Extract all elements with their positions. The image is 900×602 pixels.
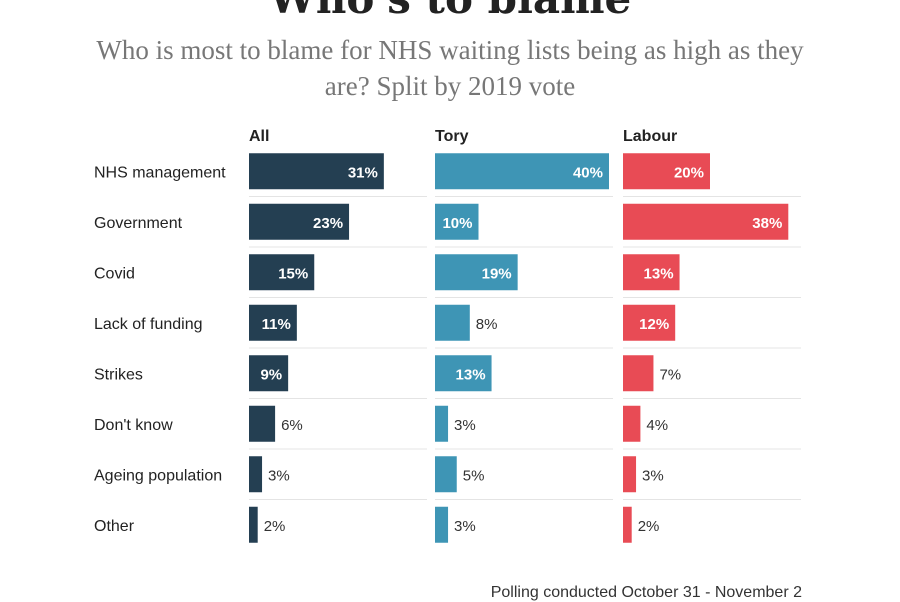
bar-tory — [435, 506, 449, 543]
bar-all — [249, 506, 258, 543]
category-label: Don't know — [94, 417, 173, 434]
data-label: 15% — [278, 265, 308, 282]
footnote: Polling conducted October 31 - November … — [490, 584, 802, 601]
bar-tory — [435, 355, 492, 392]
category-label: Covid — [94, 265, 135, 282]
data-label: 4% — [646, 417, 668, 434]
data-label: 3% — [642, 467, 664, 484]
chart-subtitle: Who is most to blame for NHS waiting lis… — [96, 35, 804, 101]
category-label: Strikes — [94, 366, 143, 383]
data-label: 13% — [456, 366, 486, 383]
category-label: Lack of funding — [94, 316, 203, 333]
bar-all — [249, 203, 350, 240]
data-label: 2% — [638, 518, 660, 535]
data-label: 5% — [463, 467, 485, 484]
category-label: Government — [94, 215, 183, 232]
data-label: 3% — [454, 518, 476, 535]
bar-labour — [623, 254, 680, 291]
data-label: 3% — [268, 467, 290, 484]
bar-chart: All Tory Labour NHS management 31% 40% 20% Gove… — [94, 128, 801, 543]
data-label: 3% — [454, 417, 476, 434]
data-label: 31% — [348, 164, 378, 181]
bar-all — [249, 304, 297, 341]
bar-all — [249, 153, 384, 190]
bar-tory — [435, 405, 449, 442]
data-label: 40% — [573, 164, 603, 181]
data-label: 10% — [442, 215, 472, 232]
bar-tory — [435, 203, 479, 240]
series-header-all: All — [249, 128, 269, 145]
data-label: 20% — [674, 164, 704, 181]
data-label: 12% — [639, 316, 669, 333]
bar-tory — [435, 456, 457, 493]
bar-tory — [435, 153, 609, 190]
data-label: 19% — [482, 265, 512, 282]
category-label: Ageing population — [94, 467, 222, 484]
bar-tory — [435, 304, 470, 341]
data-label: 23% — [313, 215, 343, 232]
bar-labour — [623, 153, 710, 190]
bar-all — [249, 355, 289, 392]
bar-all — [249, 254, 315, 291]
data-label: 8% — [476, 316, 498, 333]
bar-labour — [623, 506, 632, 543]
data-label: 13% — [644, 265, 674, 282]
bar-labour — [623, 456, 637, 493]
category-label: NHS management — [94, 164, 226, 181]
data-label: 2% — [264, 518, 286, 535]
data-label: 7% — [659, 366, 681, 383]
bar-labour — [623, 203, 789, 240]
chart-title: Who's to blame — [0, 0, 900, 23]
data-label: 11% — [262, 316, 291, 333]
bar-labour — [623, 355, 654, 392]
series-header-labour: Labour — [623, 128, 677, 145]
data-label: 9% — [260, 366, 282, 383]
bar-labour — [623, 405, 641, 442]
bar-labour — [623, 304, 676, 341]
bar-all — [249, 405, 276, 442]
category-label: Other — [94, 518, 135, 535]
data-label: 6% — [281, 417, 303, 434]
bar-tory — [435, 254, 518, 291]
bar-all — [249, 456, 263, 493]
data-label: 38% — [752, 215, 782, 232]
series-header-tory: Tory — [435, 128, 469, 145]
